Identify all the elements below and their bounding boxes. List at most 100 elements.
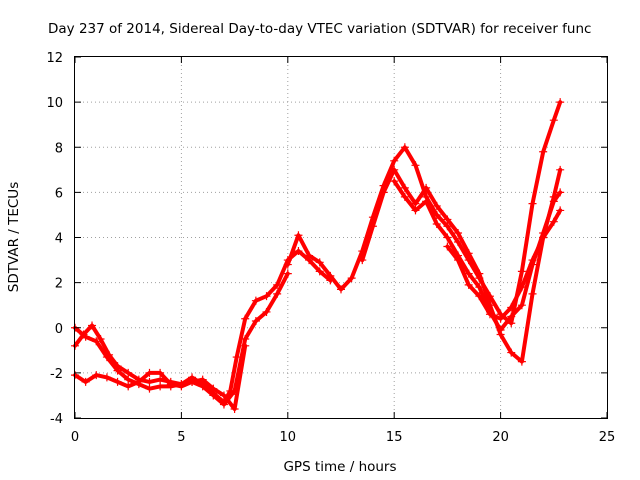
data-point: [262, 292, 271, 301]
data-point: [496, 326, 505, 335]
chart-title: Day 237 of 2014, Sidereal Day-to-day VTE…: [48, 21, 591, 37]
data-point: [432, 219, 441, 228]
data-point: [198, 382, 207, 391]
data-point: [556, 165, 565, 174]
plot-frame: [74, 56, 608, 419]
x-tick-label: 10: [280, 430, 297, 445]
x-tick-label: 20: [492, 430, 509, 445]
data-point: [485, 310, 494, 319]
data-point: [517, 357, 526, 366]
data-point: [92, 337, 101, 346]
data-point: [422, 183, 431, 192]
tick-layer: 0 5 10 15 20 25 -4 -2 0 2 4 6 8 10 12: [46, 51, 615, 445]
x-tick-label: 0: [71, 430, 79, 445]
data-point: [507, 303, 516, 312]
series-trace-3: [71, 341, 250, 413]
series-line: [360, 167, 563, 364]
data-point: [198, 375, 207, 384]
data-point: [422, 197, 431, 206]
data-point: [81, 377, 90, 386]
data-point: [273, 289, 282, 298]
data-point: [390, 156, 399, 165]
data-point: [454, 256, 463, 265]
data-point: [400, 143, 409, 152]
data-point: [454, 228, 463, 237]
data-point: [464, 269, 473, 278]
data-point: [166, 380, 175, 389]
grid-layer: [75, 57, 607, 418]
data-point: [134, 377, 143, 386]
data-point: [337, 285, 345, 294]
data-point: [539, 233, 548, 242]
data-point: [556, 188, 565, 197]
data-point: [145, 377, 154, 386]
data-point: [124, 368, 133, 377]
data-point: [124, 382, 133, 391]
data-point: [379, 188, 388, 197]
data-point: [283, 269, 292, 278]
data-point: [283, 260, 292, 269]
data-point: [251, 296, 260, 305]
data-point: [113, 366, 122, 375]
data-point: [443, 215, 452, 224]
data-point: [219, 400, 228, 409]
data-point: [96, 335, 105, 344]
data-point: [241, 314, 250, 323]
data-point: [262, 307, 271, 316]
data-point: [411, 161, 420, 170]
data-point: [432, 201, 441, 210]
data-point: [124, 375, 133, 384]
data-point: [241, 335, 250, 344]
data-point: [219, 391, 228, 400]
data-point: [517, 301, 526, 310]
data-point: [507, 319, 516, 328]
data-point: [539, 147, 548, 156]
y-axis-title: SDTVAR / TECUs: [6, 182, 22, 292]
data-point: [528, 199, 537, 208]
data-point: [113, 377, 122, 386]
data-point: [305, 251, 314, 260]
data-point: [156, 368, 165, 377]
data-point: [411, 199, 420, 208]
x-tick-label: 5: [177, 430, 185, 445]
y-tick-label: 2: [55, 277, 63, 292]
data-point: [230, 404, 239, 413]
x-axis-title: GPS time / hours: [283, 459, 396, 475]
data-point: [475, 292, 484, 301]
data-point: [464, 249, 473, 258]
data-point: [294, 247, 303, 256]
data-point: [88, 321, 97, 330]
data-point: [390, 177, 399, 186]
data-point: [315, 267, 324, 276]
data-point: [315, 258, 324, 267]
y-tick-label: 0: [55, 322, 63, 337]
data-point: [92, 371, 101, 380]
data-point: [368, 222, 377, 231]
data-point: [156, 382, 165, 391]
data-point: [556, 98, 565, 107]
y-tick-label: 8: [55, 141, 63, 156]
data-point: [443, 222, 452, 231]
series-trace-4: [283, 98, 565, 328]
data-point: [443, 242, 452, 251]
data-point: [390, 165, 399, 174]
series-trace-7: [443, 206, 565, 323]
data-point: [241, 341, 250, 350]
y-tick-label: 12: [46, 51, 63, 66]
data-point: [517, 267, 526, 276]
data-point: [400, 192, 409, 201]
data-point: [294, 231, 303, 240]
data-point: [517, 283, 526, 292]
y-tick-label: -4: [50, 412, 63, 427]
data-point: [145, 368, 154, 377]
data-point: [475, 269, 484, 278]
data-point: [528, 289, 537, 298]
data-point: [251, 316, 260, 325]
data-point: [549, 116, 558, 125]
data-point: [232, 353, 241, 362]
data-point: [400, 183, 409, 192]
data-point: [81, 332, 90, 341]
series-line: [445, 208, 563, 321]
